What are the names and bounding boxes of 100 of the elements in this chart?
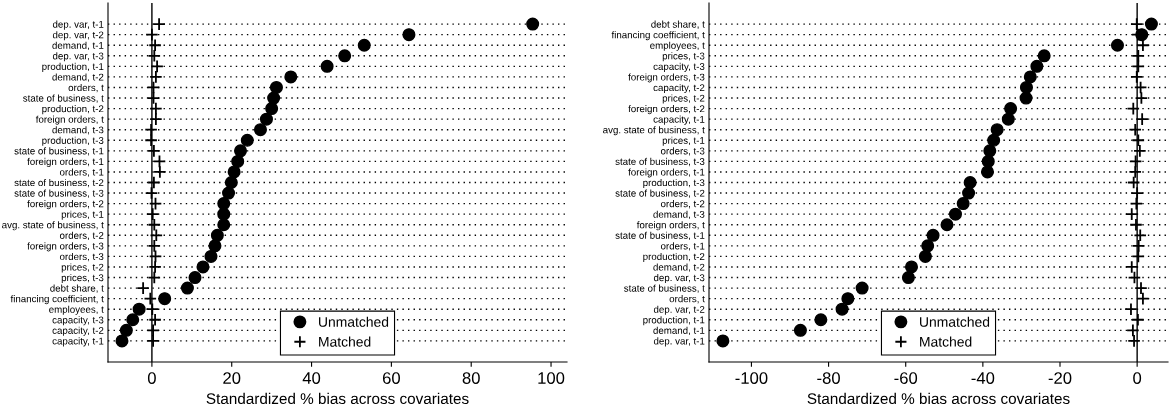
y-tick-label: foreign orders, t <box>35 115 104 125</box>
point <box>231 154 245 168</box>
y-tick-label: dep. var, t-2 <box>52 31 104 41</box>
y-tick-label: production, t-1 <box>42 62 104 72</box>
x-tick-label: -40 <box>971 372 995 384</box>
point <box>956 197 970 211</box>
y-tick-label: orders, t <box>68 83 104 93</box>
point <box>1131 249 1146 264</box>
point <box>1023 70 1037 84</box>
y-tick-label: capacity, t-2 <box>653 83 705 94</box>
y-tick-label: orders, t-1 <box>59 168 104 177</box>
point <box>1037 49 1051 63</box>
point <box>147 144 161 158</box>
y-tick-label: production, t-3 <box>643 178 705 189</box>
point <box>158 292 172 306</box>
point <box>136 281 150 295</box>
point <box>217 197 231 211</box>
point <box>1128 154 1143 169</box>
point <box>948 207 962 221</box>
point <box>253 123 267 137</box>
point <box>855 281 869 295</box>
point <box>144 122 158 137</box>
point <box>147 218 162 232</box>
y-tick-label: orders, t-1 <box>660 242 705 251</box>
point <box>143 291 158 306</box>
x-axis-title: Standardized % bias across covariates <box>807 392 1070 405</box>
point <box>835 302 849 316</box>
y-tick-label: prices, t-1 <box>61 210 104 220</box>
y-tick-label: debt share, t <box>50 284 104 293</box>
y-tick-label: state of business, t-3 <box>615 157 705 167</box>
point <box>1030 59 1044 73</box>
point <box>148 313 162 327</box>
point <box>1110 38 1124 52</box>
point <box>152 154 167 169</box>
legend-label: Unmatched <box>319 316 389 327</box>
y-tick-label: foreign orders, t-2 <box>27 200 104 210</box>
point <box>1131 49 1146 63</box>
point <box>990 123 1004 137</box>
point <box>1001 112 1015 126</box>
point <box>1144 17 1158 31</box>
point <box>1129 218 1143 232</box>
point <box>115 334 129 348</box>
point <box>841 292 855 306</box>
point <box>146 80 161 95</box>
y-tick-label: prices, t-2 <box>662 94 705 104</box>
point <box>147 175 161 190</box>
point <box>188 271 202 285</box>
y-tick-label: dep. var, t-3 <box>653 274 705 284</box>
point <box>217 207 231 221</box>
point <box>222 186 236 200</box>
y-tick-label: prices, t-3 <box>662 52 705 62</box>
y-tick-label: avg. state of business, t <box>2 221 104 231</box>
point <box>1019 91 1033 105</box>
point <box>224 175 238 190</box>
point <box>1126 323 1140 338</box>
point <box>1131 133 1146 147</box>
point <box>144 133 158 147</box>
point <box>1128 122 1142 137</box>
y-tick-label: state of business, t <box>23 94 104 103</box>
point <box>1126 101 1141 116</box>
point <box>196 260 210 274</box>
point <box>1133 228 1147 243</box>
y-tick-label: orders, t <box>669 295 705 304</box>
point <box>180 281 194 295</box>
point <box>1019 80 1033 94</box>
x-tick-label: 100 <box>538 372 565 384</box>
point <box>148 38 162 52</box>
y-tick-label: dep. var, t-2 <box>653 305 705 315</box>
point <box>1131 59 1146 74</box>
y-tick-label: dep. var, t-1 <box>653 337 705 347</box>
point <box>144 186 159 200</box>
point <box>217 218 231 232</box>
point <box>146 323 160 338</box>
x-tick-label: 60 <box>382 372 400 384</box>
point <box>147 270 162 285</box>
point <box>119 323 133 337</box>
y-tick-label: avg. state of business, t <box>603 126 705 136</box>
point <box>267 91 281 105</box>
point <box>1134 281 1148 295</box>
y-tick-label: demand, t-2 <box>653 263 705 272</box>
point <box>940 218 954 232</box>
y-tick-label: dep. var, t-1 <box>52 20 104 30</box>
point <box>146 91 161 105</box>
y-tick-label: demand, t-2 <box>52 73 104 82</box>
point <box>901 271 915 285</box>
y-tick-label: demand, t-1 <box>653 326 705 336</box>
x-tick-label: 0 <box>147 372 156 384</box>
point <box>149 228 164 243</box>
y-tick-label: prices, t-3 <box>61 274 104 284</box>
point <box>987 133 1001 147</box>
y-tick-label: foreign orders, t-2 <box>628 105 705 115</box>
point <box>145 302 160 316</box>
y-tick-label: foreign orders, t <box>636 221 705 231</box>
y-tick-label: state of business, t-1 <box>615 231 705 241</box>
legend-label: Unmatched <box>920 316 990 327</box>
point <box>963 175 977 190</box>
point <box>980 165 994 179</box>
y-tick-label: orders, t-3 <box>660 147 705 156</box>
x-tick-label: 80 <box>462 372 480 384</box>
point <box>1129 196 1144 211</box>
